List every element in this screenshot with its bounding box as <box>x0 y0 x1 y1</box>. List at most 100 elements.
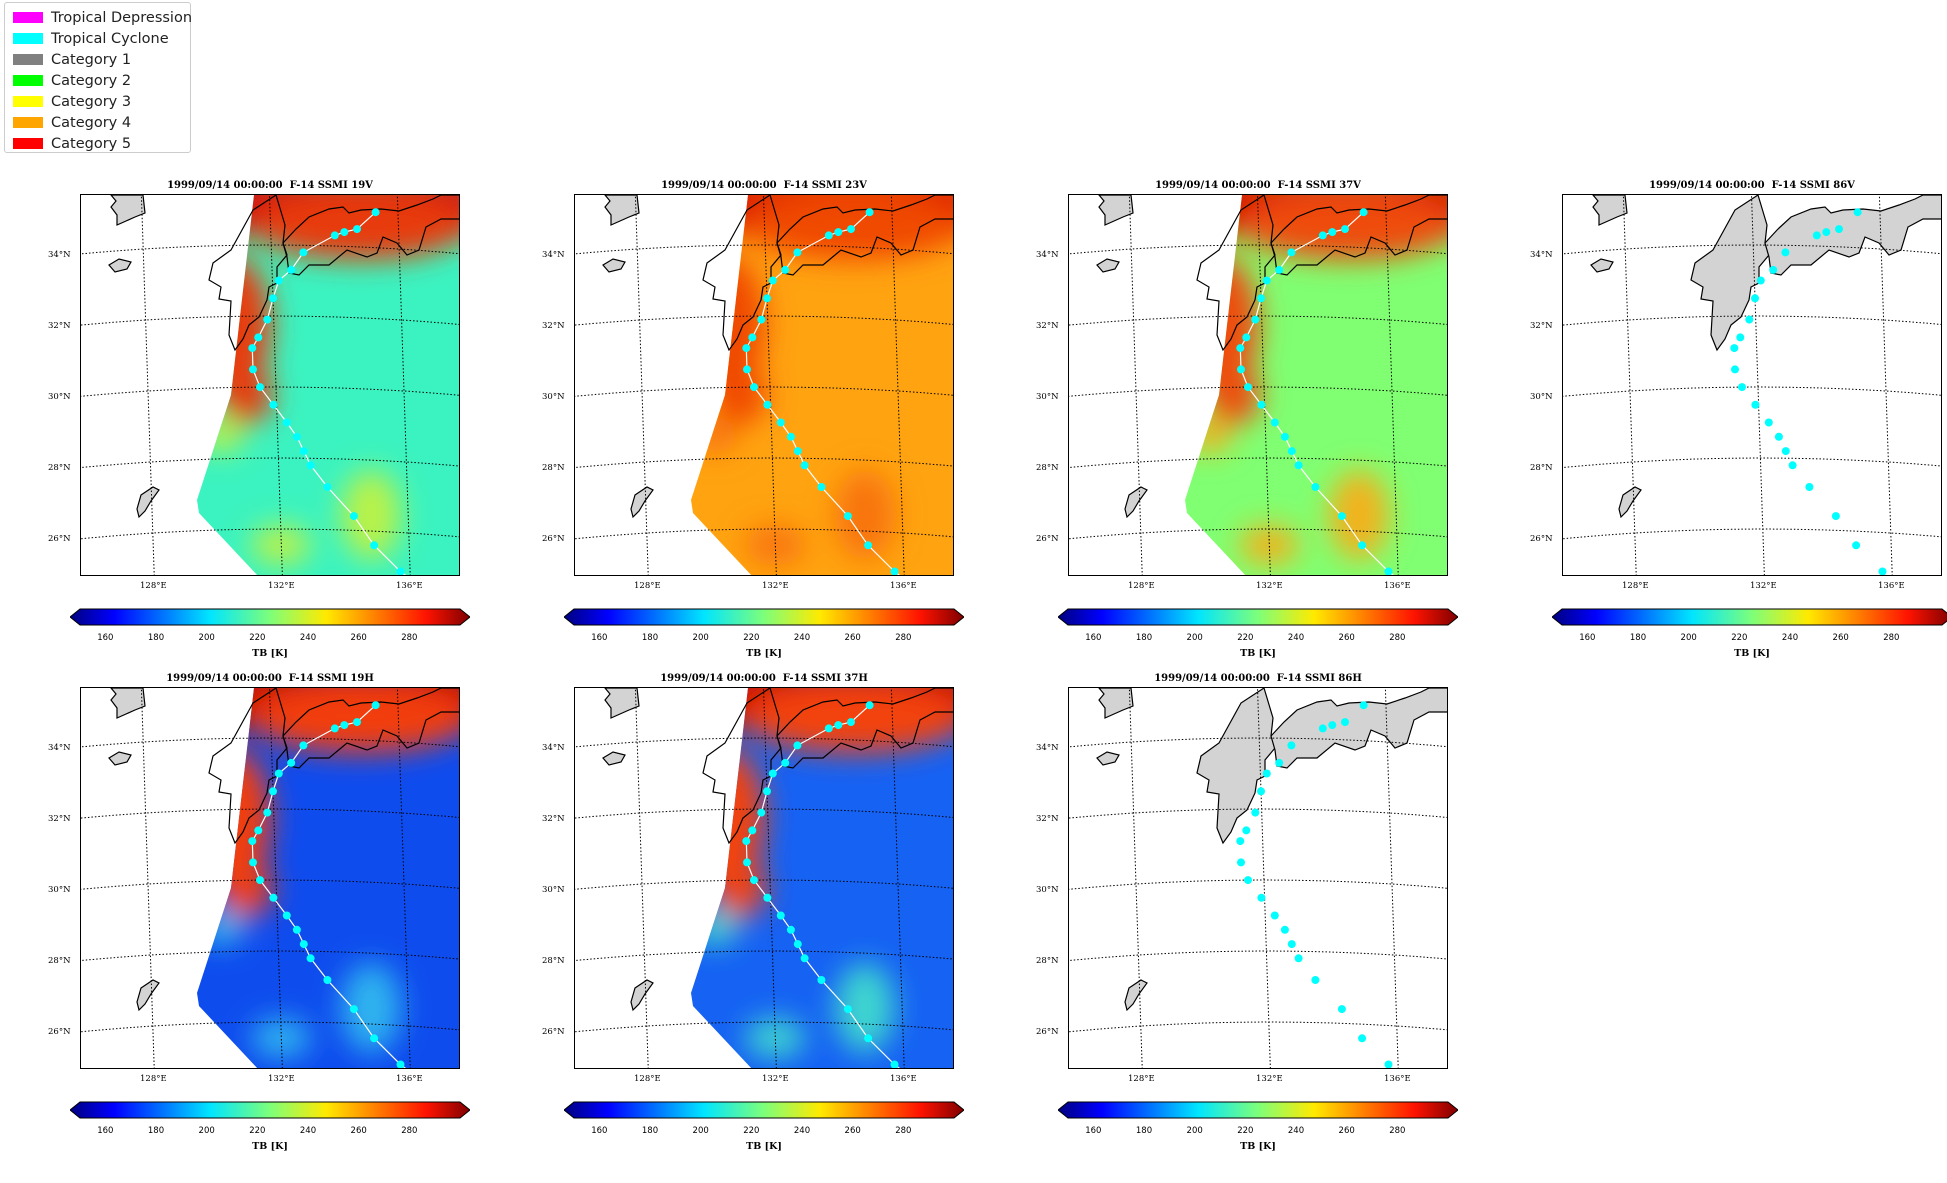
track-point <box>1294 954 1303 963</box>
map-axes <box>1068 687 1448 1069</box>
lat-tick-label: 30°N <box>1036 884 1059 895</box>
track-point <box>776 418 785 427</box>
colorbar-tick-label: 280 <box>1883 633 1900 643</box>
track-point <box>1831 512 1840 521</box>
lon-tick-label: 136°E <box>1384 1074 1411 1084</box>
track-point <box>1251 315 1260 324</box>
colorbar <box>1551 608 1947 626</box>
category-legend: Tropical Depression Tropical Cyclone Categ… <box>4 2 192 153</box>
colorbar-tick-label: 180 <box>147 1126 165 1136</box>
track-point <box>742 837 751 846</box>
lat-tick-label: 34°N <box>1530 249 1553 260</box>
track-point <box>1328 228 1337 237</box>
track-point <box>1257 787 1265 796</box>
colorbar-tick-label: 160 <box>97 1126 114 1136</box>
lat-tick-label: 26°N <box>48 533 71 544</box>
track-point <box>371 701 380 710</box>
track-point <box>793 447 802 456</box>
track-point <box>1311 483 1320 491</box>
lat-tick-label: 30°N <box>48 391 71 402</box>
track-point <box>1358 541 1367 550</box>
track-point <box>757 315 766 324</box>
track-point <box>781 265 790 274</box>
track-point <box>824 231 833 240</box>
colorbar-tick-label: 220 <box>1237 1126 1254 1136</box>
colorbar-label: TB [K] <box>746 1141 782 1152</box>
track-point <box>353 718 361 727</box>
track-point <box>743 858 751 867</box>
map-axes <box>80 687 460 1069</box>
track-point <box>1311 976 1320 984</box>
track-point <box>742 344 751 353</box>
colorbar-tick-label: 180 <box>147 633 165 643</box>
map-panel-23v: 1999/09/14 00:00:00 F-14 SSMI 23V 34°N 32°… <box>542 180 965 690</box>
colorbar <box>69 1101 471 1119</box>
track-point <box>1280 432 1289 441</box>
legend-label: Category 1 <box>51 52 132 68</box>
track-point <box>396 567 405 575</box>
colorbar-tick-label: 160 <box>591 633 608 643</box>
lon-tick-label: 132°E <box>1750 581 1777 591</box>
colorbar-tick-label: 260 <box>1338 633 1355 643</box>
map-axes <box>80 194 460 576</box>
track-point <box>1287 940 1296 949</box>
track-point <box>1781 447 1790 456</box>
lon-tick-label: 132°E <box>762 1074 789 1084</box>
lon-tick-label: 128°E <box>634 581 661 591</box>
track-point <box>1805 483 1814 491</box>
track-point <box>847 718 855 727</box>
track-point <box>340 721 349 730</box>
lon-tick-label: 128°E <box>1622 581 1649 591</box>
panel-title: 1999/09/14 00:00:00 F-14 SSMI 86V <box>1649 180 1855 191</box>
track-point <box>763 294 771 303</box>
track-point <box>1736 333 1745 342</box>
legend-swatch <box>13 96 43 107</box>
colorbar-tick-label: 180 <box>1135 633 1153 643</box>
lat-tick-label: 34°N <box>48 249 71 260</box>
lon-tick-label: 136°E <box>396 1074 423 1084</box>
track-point <box>263 808 272 817</box>
tb-field <box>1185 195 1447 575</box>
colorbar-tick-label: 200 <box>198 633 215 643</box>
track-point <box>299 248 308 257</box>
track-point <box>834 228 843 237</box>
track-point <box>287 758 296 767</box>
track-point <box>1337 1005 1346 1014</box>
legend-label: Tropical Cyclone <box>51 31 169 47</box>
track-point <box>1294 461 1303 470</box>
track-point <box>793 940 802 949</box>
colorbar-tick-label: 220 <box>249 633 266 643</box>
lon-tick-label: 136°E <box>890 581 917 591</box>
track-point <box>282 911 291 920</box>
track-point <box>750 876 758 885</box>
colorbar-tick-label: 200 <box>198 1126 215 1136</box>
lat-tick-label: 34°N <box>48 742 71 753</box>
lat-tick-label: 30°N <box>1036 391 1059 402</box>
track-point <box>1878 567 1887 575</box>
track-point <box>1236 837 1245 846</box>
map-plot <box>575 195 953 575</box>
colorbar-tick-label: 240 <box>1287 633 1305 643</box>
lat-tick-label: 28°N <box>48 462 71 473</box>
panel-title: 1999/09/14 00:00:00 F-14 SSMI 19V <box>167 180 373 191</box>
colorbar-tick-label: 280 <box>895 633 912 643</box>
map-panel-86h: 1999/09/14 00:00:00 F-14 SSMI 86H 34°N 32°… <box>1036 673 1459 1183</box>
graticule <box>81 688 459 1068</box>
legend-label: Category 4 <box>51 115 132 131</box>
colorbar-tick-label: 220 <box>743 1126 760 1136</box>
colorbar-label: TB [K] <box>1240 648 1276 659</box>
lat-tick-label: 32°N <box>1530 320 1553 331</box>
track-point <box>340 228 349 237</box>
lon-tick-label: 128°E <box>1128 581 1155 591</box>
track-point <box>1242 826 1251 835</box>
colorbar-tick-label: 220 <box>1237 633 1254 643</box>
track-point <box>1244 383 1252 392</box>
track-point <box>269 294 277 303</box>
graticule <box>575 195 953 575</box>
lon-tick-label: 128°E <box>140 581 167 591</box>
track-point <box>269 787 277 796</box>
colorbar-tick-label: 260 <box>1832 633 1849 643</box>
track-point <box>793 741 802 750</box>
track-point <box>748 826 757 835</box>
track-point <box>763 400 772 409</box>
